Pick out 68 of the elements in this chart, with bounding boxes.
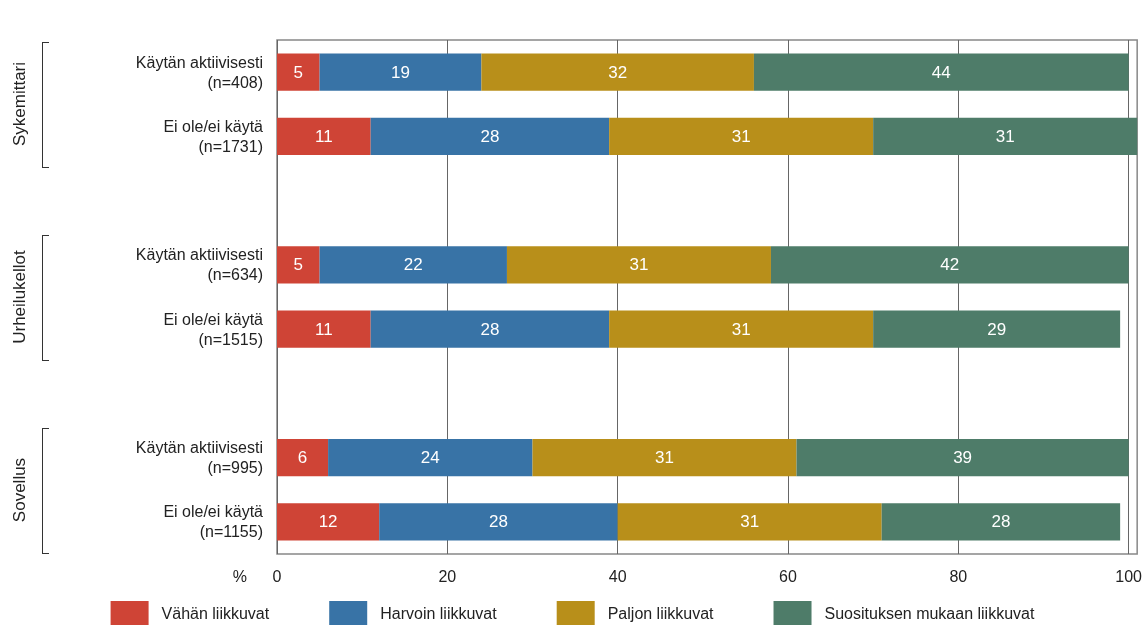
bar	[753, 53, 1129, 91]
bar	[370, 117, 610, 156]
text: Urheilukellot	[10, 250, 30, 344]
y-tick-label: Käytän aktiivisesti (n=995)	[135, 439, 263, 477]
data-label: 12	[318, 512, 338, 532]
y-tick-label: Ei ole/ei käytä (n=1515)	[163, 310, 264, 348]
bar	[277, 503, 380, 541]
text: Sykemittari	[10, 62, 30, 147]
data-label: 19	[391, 62, 410, 82]
data-label: 31	[731, 126, 751, 146]
y-tick-label: Käytän aktiivisesti (n=408)	[135, 53, 263, 91]
legend-label: Suosituksen mukaan liikkuvat	[824, 604, 1035, 622]
bar	[370, 310, 610, 348]
bar	[379, 503, 618, 541]
bar	[328, 438, 533, 477]
data-label: 5	[293, 255, 304, 275]
data-label: 39	[953, 448, 973, 468]
bar	[796, 438, 1129, 477]
x-tick-label: 20	[438, 567, 457, 585]
bar	[277, 438, 329, 477]
data-label: 29	[987, 319, 1007, 339]
data-label: 44	[931, 62, 951, 82]
data-label: 28	[991, 512, 1011, 532]
y-tick-label: Ei ole/ei käytä (n=1155)	[163, 503, 264, 541]
x-tick-label: 0	[272, 567, 282, 585]
data-label: 31	[629, 255, 649, 275]
y-tick-label: Käytän aktiivisesti (n=634)	[135, 246, 263, 284]
bar	[481, 53, 754, 91]
bar	[532, 438, 797, 477]
y-tick-label: Ei ole/ei käytä (n=1731)	[163, 117, 264, 155]
data-label: 31	[731, 319, 751, 339]
bar	[609, 310, 874, 348]
data-label: 11	[315, 319, 333, 339]
data-label: 32	[608, 62, 628, 82]
legend-label: Vähän liikkuvat	[161, 604, 270, 622]
data-label: 22	[403, 255, 423, 275]
x-tick-label: 60	[779, 567, 797, 585]
data-label: 28	[480, 126, 500, 146]
bar	[881, 503, 1121, 541]
x-axis-title: %	[232, 567, 247, 585]
x-tick-label: 40	[608, 567, 627, 585]
data-label: 28	[488, 512, 508, 532]
data-label: 31	[995, 126, 1015, 146]
legend-label: Harvoin liikkuvat	[380, 604, 498, 622]
text: Sovellus	[10, 457, 30, 522]
bar	[319, 53, 482, 91]
data-label: 5	[293, 62, 304, 82]
x-tick-label: 100	[1115, 567, 1143, 585]
bar	[506, 246, 771, 284]
data-label: 31	[655, 448, 674, 468]
bar	[609, 117, 874, 156]
bar	[617, 503, 882, 541]
bar	[277, 246, 320, 284]
data-label: 6	[297, 448, 308, 468]
bar	[873, 310, 1121, 348]
data-label: 42	[940, 255, 960, 275]
bar	[277, 310, 371, 348]
bar	[277, 53, 320, 91]
x-tick-label: 80	[949, 567, 968, 585]
bar	[770, 246, 1129, 284]
data-label: 11	[315, 126, 333, 146]
bar	[277, 117, 371, 156]
data-label: 31	[740, 512, 760, 532]
data-label: 28	[480, 319, 500, 339]
legend-label: Paljon liikkuvat	[607, 604, 715, 622]
data-label: 24	[420, 448, 440, 468]
bar	[873, 117, 1138, 156]
bar	[319, 246, 507, 284]
